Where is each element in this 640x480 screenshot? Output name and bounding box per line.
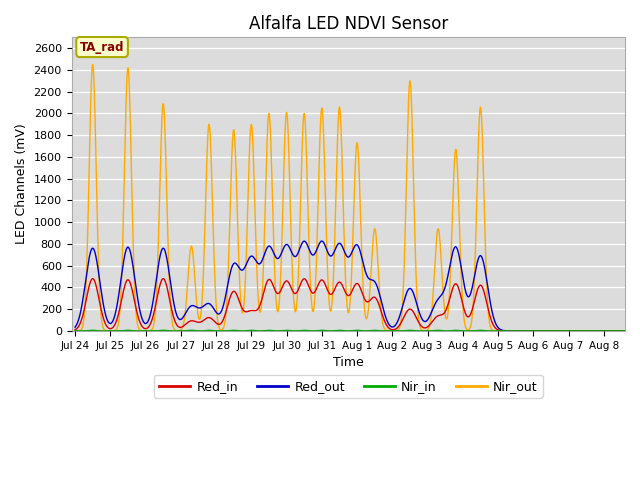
Y-axis label: LED Channels (mV): LED Channels (mV) (15, 124, 28, 244)
Text: TA_rad: TA_rad (80, 40, 124, 54)
Title: Alfalfa LED NDVI Sensor: Alfalfa LED NDVI Sensor (248, 15, 448, 33)
Legend: Red_in, Red_out, Nir_in, Nir_out: Red_in, Red_out, Nir_in, Nir_out (154, 375, 543, 398)
X-axis label: Time: Time (333, 356, 364, 369)
